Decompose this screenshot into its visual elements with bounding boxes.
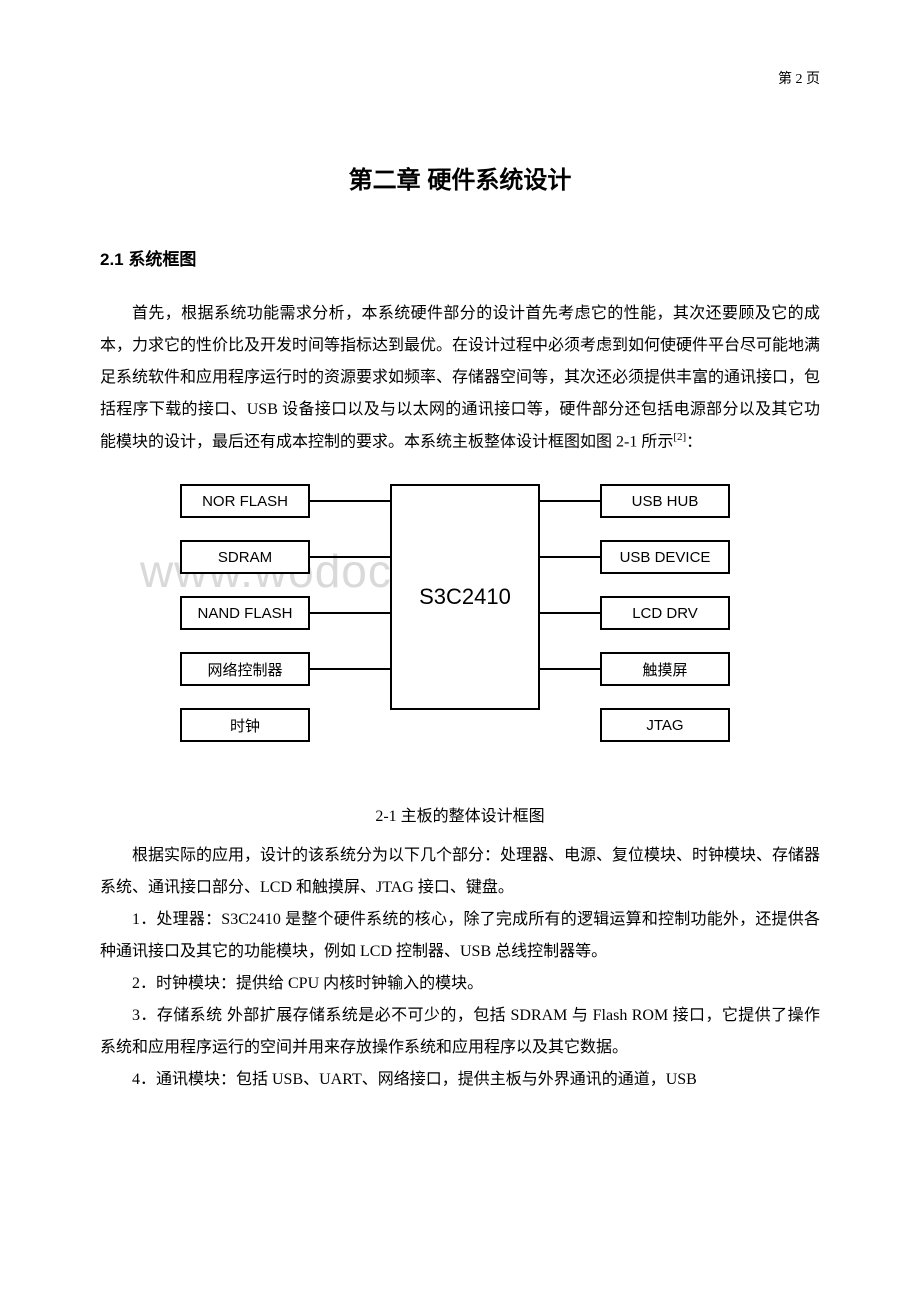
figure-2-1: www.wodocx.com S3C2410 NOR FLASH SDRAM N…	[100, 484, 820, 784]
connector	[540, 556, 600, 558]
block-clock: 时钟	[180, 708, 310, 742]
document-page: 第 2 页 第二章 硬件系统设计 2.1 系统框图 首先，根据系统功能需求分析，…	[0, 0, 920, 1156]
block-diagram: www.wodocx.com S3C2410 NOR FLASH SDRAM N…	[180, 484, 740, 784]
block-lcd-drv: LCD DRV	[600, 596, 730, 630]
block-nand-flash: NAND FLASH	[180, 596, 310, 630]
paragraph-item-1: 1．处理器：S3C2410 是整个硬件系统的核心，除了完成所有的逻辑运算和控制功…	[100, 904, 820, 968]
connector	[540, 668, 600, 670]
connector	[310, 556, 390, 558]
figure-caption: 2-1 主板的整体设计框图	[100, 802, 820, 826]
section-title: 2.1 系统框图	[100, 245, 820, 270]
intro-colon: ：	[686, 433, 702, 450]
paragraph-overview: 根据实际的应用，设计的该系统分为以下几个部分：处理器、电源、复位模块、时钟模块、…	[100, 840, 820, 904]
intro-text: 首先，根据系统功能需求分析，本系统硬件部分的设计首先考虑它的性能，其次还要顾及它…	[100, 305, 820, 450]
block-usb-hub: USB HUB	[600, 484, 730, 518]
block-center-cpu: S3C2410	[390, 484, 540, 710]
connector	[540, 500, 600, 502]
block-nor-flash: NOR FLASH	[180, 484, 310, 518]
paragraph-item-4: 4．通讯模块：包括 USB、UART、网络接口，提供主板与外界通讯的通道，USB	[100, 1064, 820, 1096]
page-number: 第 2 页	[778, 68, 820, 88]
connector	[310, 500, 390, 502]
connector	[310, 668, 390, 670]
connector	[310, 612, 390, 614]
block-touch: 触摸屏	[600, 652, 730, 686]
block-net-ctrl: 网络控制器	[180, 652, 310, 686]
paragraph-item-2: 2．时钟模块：提供给 CPU 内核时钟输入的模块。	[100, 968, 820, 1000]
citation-ref: [2]	[673, 431, 686, 443]
chapter-title: 第二章 硬件系统设计	[100, 160, 820, 195]
block-jtag: JTAG	[600, 708, 730, 742]
paragraph-item-3: 3．存储系统 外部扩展存储系统是必不可少的，包括 SDRAM 与 Flash R…	[100, 1000, 820, 1064]
connector	[540, 612, 600, 614]
intro-paragraph: 首先，根据系统功能需求分析，本系统硬件部分的设计首先考虑它的性能，其次还要顾及它…	[100, 298, 820, 458]
block-usb-device: USB DEVICE	[600, 540, 730, 574]
block-sdram: SDRAM	[180, 540, 310, 574]
